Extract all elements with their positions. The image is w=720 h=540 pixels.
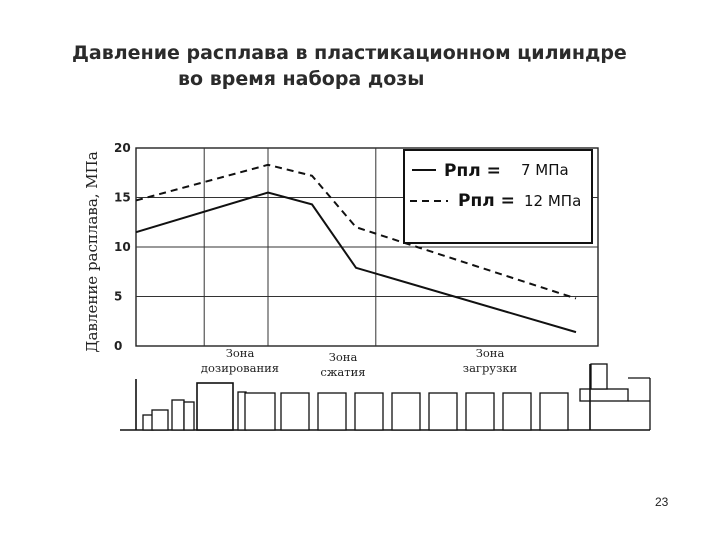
zone-label-feed-1: Зона [476, 346, 505, 360]
zone-label-dosing-2: дозирования [201, 361, 279, 375]
y-tick-label: 5 [114, 290, 122, 304]
legend-label-2: 12 МПа [524, 192, 581, 210]
zone-label-compression-1: Зона [329, 350, 358, 364]
slide-title: Давление расплава в пластикационном цили… [72, 40, 632, 92]
y-tick-label: 10 [114, 240, 131, 254]
series-lines [135, 163, 577, 334]
y-tick-label: 15 [114, 191, 131, 205]
y-tick-labels: 0 5 10 15 20 [114, 141, 131, 353]
zone-labels: Зона дозирования Зона сжатия Зона загруз… [201, 346, 518, 379]
title-line-2: во время набора дозы [178, 68, 425, 90]
title-line-1: Давление расплава в пластикационном цили… [72, 42, 627, 64]
legend-symbol-1: Pпл = [444, 161, 501, 181]
grid [136, 148, 598, 346]
zone-label-dosing-1: Зона [226, 346, 255, 360]
legend-symbol-2: Pпл = [458, 191, 515, 211]
y-tick-label: 0 [114, 339, 122, 353]
legend-label-1: 7 МПа [521, 161, 569, 179]
page-number: 23 [655, 495, 669, 509]
series-line-dashed [135, 163, 577, 300]
legend-box [403, 149, 593, 244]
y-axis-label: Давление расплава, МПа [83, 151, 101, 352]
screw-drawing [120, 363, 651, 431]
y-tick-label: 20 [114, 141, 131, 155]
series-line-solid [135, 191, 577, 334]
zone-label-compression-2: сжатия [320, 365, 365, 379]
zone-label-feed-2: загрузки [463, 361, 518, 375]
legend: Pпл = 7 МПа Pпл = 12 МПа [403, 149, 593, 244]
